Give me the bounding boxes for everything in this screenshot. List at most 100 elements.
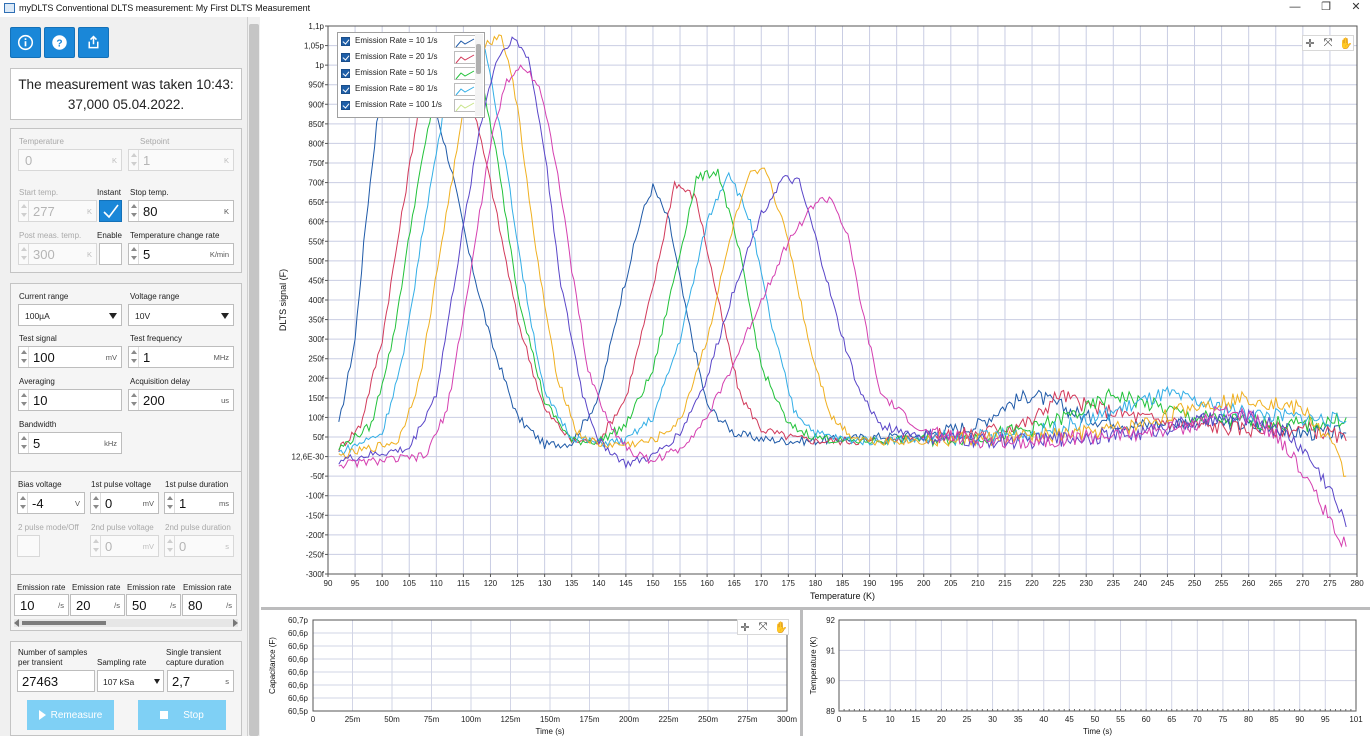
legend-item[interactable]: Emission Rate = 20 1/s xyxy=(341,50,479,65)
bias-spinner[interactable] xyxy=(18,493,28,513)
test-signal-spinner[interactable] xyxy=(19,347,29,367)
legend-item[interactable]: Emission Rate = 100 1/s xyxy=(341,98,479,113)
pulse1-voltage-field[interactable]: 0 mV xyxy=(90,492,159,514)
y-tick-label: -100f xyxy=(306,492,325,501)
bias-field[interactable]: -4 V xyxy=(17,492,85,514)
x-tick-label: 20 xyxy=(937,715,946,724)
help-icon: ? xyxy=(52,35,67,50)
duration-label: Single transient capture duration xyxy=(166,648,224,668)
x-tick-label: 215 xyxy=(998,579,1012,588)
x-tick-label: 280 xyxy=(1350,579,1364,588)
test-freq-field[interactable]: 1 MHz xyxy=(128,346,234,368)
x-tick-label: 225m xyxy=(658,715,678,724)
help-button[interactable]: ? xyxy=(44,27,75,58)
legend-scrollbar[interactable] xyxy=(475,34,483,116)
instant-label: Instant xyxy=(97,188,122,197)
instant-checkbox[interactable] xyxy=(99,200,122,222)
legend-checkbox[interactable] xyxy=(341,37,350,46)
y-tick-label: 800f xyxy=(308,139,324,148)
legend-checkbox[interactable] xyxy=(341,101,350,110)
legend-checkbox[interactable] xyxy=(341,85,350,94)
vertical-splitter[interactable] xyxy=(800,610,803,736)
scroll-right-icon[interactable] xyxy=(233,619,238,627)
x-tick-label: 40 xyxy=(1039,715,1048,724)
emission-rate-field[interactable]: 20 /s xyxy=(70,594,125,616)
legend-checkbox[interactable] xyxy=(341,69,350,78)
test-signal-field[interactable]: 100 mV xyxy=(18,346,122,368)
emission-rate-value: 80 xyxy=(188,598,203,613)
x-tick-label: 155 xyxy=(673,579,687,588)
legend-scroll-thumb[interactable] xyxy=(476,44,481,74)
pulse1-voltage-spinner[interactable] xyxy=(91,493,101,513)
legend-item[interactable]: Emission Rate = 10 1/s xyxy=(341,34,479,49)
enable-checkbox[interactable] xyxy=(99,243,122,265)
zoom-icon[interactable]: ⤧ xyxy=(1323,36,1333,49)
legend-checkbox[interactable] xyxy=(341,53,350,62)
voltage-range-select[interactable]: 10V xyxy=(128,304,234,326)
duration-field[interactable]: 2,7 s xyxy=(167,670,234,692)
temperature-chart[interactable]: 92 91 90 890 5 10 15 20 25 30 35 40 45 50 55 60 65 70 75 80… xyxy=(803,610,1370,736)
scroll-left-icon[interactable] xyxy=(14,619,19,627)
pan-icon[interactable]: ✋ xyxy=(1339,37,1353,50)
info-button[interactable] xyxy=(10,27,41,58)
rate-field[interactable]: 5 K/min xyxy=(128,243,234,265)
emission-scroll-thumb[interactable] xyxy=(22,621,106,625)
dlts-chart[interactable]: 90 95 100 105 110 115 120 125 130 135 140 145 150 155… xyxy=(261,17,1370,607)
bandwidth-spinner[interactable] xyxy=(19,433,29,453)
emission-rate-unit: /s xyxy=(114,601,120,610)
legend-swatch xyxy=(454,99,476,112)
emission-scrollbar[interactable] xyxy=(14,619,238,627)
averaging-label: Averaging xyxy=(19,377,55,386)
left-panel-scroll-thumb[interactable] xyxy=(249,24,259,736)
averaging-field[interactable]: 10 xyxy=(18,389,122,411)
stop-temp-label: Stop temp. xyxy=(130,188,169,197)
emission-rate-field[interactable]: 10 /s xyxy=(14,594,69,616)
stop-temp-field[interactable]: 80 K xyxy=(128,200,234,222)
y-tick-label: 12,6E-30 xyxy=(292,453,325,462)
pulse1-duration-unit: ms xyxy=(219,499,229,508)
sampling-rate-select[interactable]: 107 kSa xyxy=(97,670,164,692)
stop-temp-spinner[interactable] xyxy=(129,201,139,221)
close-button[interactable]: ✕ xyxy=(1351,1,1361,13)
minimize-button[interactable]: — xyxy=(1289,1,1301,13)
test-signal-value: 100 xyxy=(33,350,55,365)
averaging-spinner[interactable] xyxy=(19,390,29,410)
rate-spinner[interactable] xyxy=(129,244,139,264)
export-button[interactable] xyxy=(78,27,109,58)
setpoint-label: Setpoint xyxy=(140,137,170,146)
settings-panel: ? The measurement was taken 10:43: 37,00… xyxy=(0,17,248,736)
legend-item[interactable]: Emission Rate = 80 1/s xyxy=(341,82,479,97)
emission-rate-field[interactable]: 80 /s xyxy=(182,594,237,616)
restore-button[interactable]: ❐ xyxy=(1321,1,1331,13)
duration-label-line2: capture duration xyxy=(166,658,224,667)
capacitance-chart[interactable]: 60,7p 60,6p 60,6p 60,6p 60,6p 60,6p 60,6p 60,5p… xyxy=(261,610,800,736)
pulse1-duration-spinner[interactable] xyxy=(165,493,175,513)
remeasure-button[interactable]: Remeasure xyxy=(27,700,114,730)
legend-item[interactable]: Emission Rate = 50 1/s xyxy=(341,66,479,81)
emission-rate-field[interactable]: 50 /s xyxy=(126,594,181,616)
samples-field[interactable]: 27463 xyxy=(17,670,95,692)
start-temp-value: 277 xyxy=(33,204,55,219)
cursor-icon[interactable]: ✛ xyxy=(1305,37,1315,50)
post-temp-label: Post meas. temp. xyxy=(19,231,82,240)
zoom-icon[interactable]: ⤧ xyxy=(758,620,768,633)
y-tick-label: -250f xyxy=(306,550,325,559)
x-tick-label: 245 xyxy=(1161,579,1175,588)
cursor-icon[interactable]: ✛ xyxy=(740,621,750,634)
x-tick-label: 101 xyxy=(1349,715,1363,724)
acq-delay-spinner[interactable] xyxy=(129,390,139,410)
stop-button[interactable]: Stop xyxy=(138,700,226,730)
current-range-select[interactable]: 100µA xyxy=(18,304,122,326)
x-tick-label: 0 xyxy=(837,715,842,724)
pulse1-duration-field[interactable]: 1 ms xyxy=(164,492,234,514)
x-tick-label: 170 xyxy=(755,579,769,588)
acq-delay-field[interactable]: 200 us xyxy=(128,389,234,411)
emission-group: Emission rate Emission rate Emission rat… xyxy=(10,574,242,631)
y-tick-label: 550f xyxy=(308,237,324,246)
x-tick-label: 270 xyxy=(1296,579,1310,588)
pan-icon[interactable]: ✋ xyxy=(774,621,788,634)
test-freq-unit: MHz xyxy=(213,353,229,362)
test-freq-spinner[interactable] xyxy=(129,347,139,367)
horizontal-splitter[interactable] xyxy=(261,607,1370,610)
bandwidth-field[interactable]: 5 kHz xyxy=(18,432,122,454)
